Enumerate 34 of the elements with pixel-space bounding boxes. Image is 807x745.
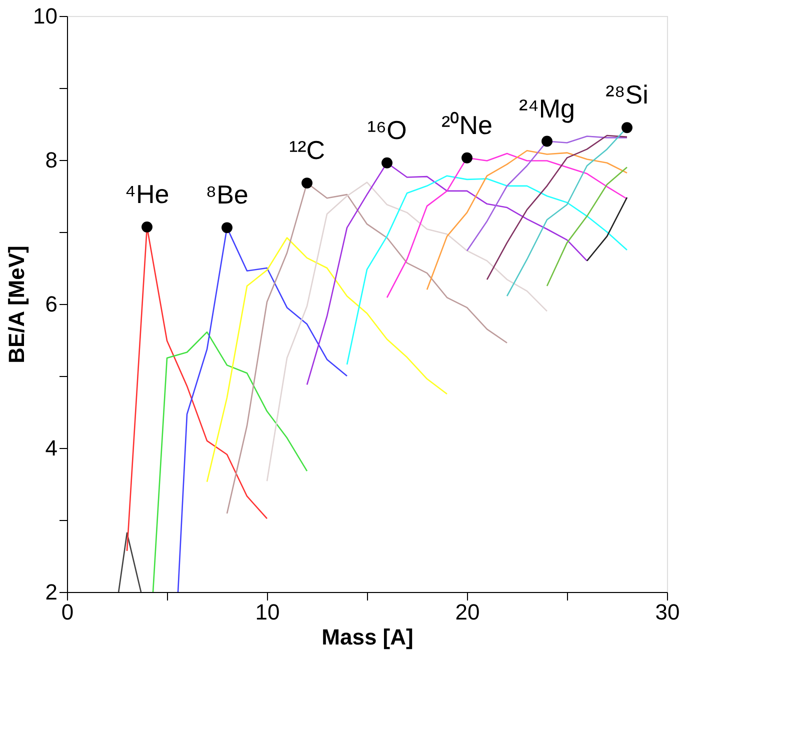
point <box>542 136 552 147</box>
annotation: ²⁴Mg <box>519 93 575 124</box>
point <box>382 157 392 168</box>
x-tick-label: 20 <box>455 600 480 624</box>
point <box>222 222 232 234</box>
annotation: ²⁰Ne <box>442 110 492 140</box>
annotation: ²⁸Si <box>606 80 648 110</box>
line-series <box>486 134 628 280</box>
point <box>622 122 632 134</box>
point <box>462 152 472 164</box>
annotation: ⁴He <box>124 178 170 209</box>
line-series <box>266 182 548 482</box>
y-tick-label: 6 <box>45 292 58 316</box>
point <box>142 221 152 232</box>
line-series <box>346 175 628 366</box>
y-tick-label: 2 <box>45 580 58 604</box>
annotation: ⁸Be <box>206 180 248 210</box>
x-tick-label: 0 <box>61 600 74 624</box>
y-tick-label: 4 <box>45 436 58 460</box>
y-tick-label: 10 <box>33 4 58 28</box>
x-tick-label: 30 <box>655 600 680 624</box>
x-tick-label: 10 <box>255 600 280 624</box>
annotation: ¹⁶O <box>367 114 407 145</box>
line-series <box>546 166 628 287</box>
point <box>302 178 312 189</box>
line-series <box>466 136 628 252</box>
line-series <box>206 237 448 482</box>
line-series <box>386 152 628 298</box>
y-tick-label: 8 <box>45 148 58 172</box>
line-series <box>152 331 308 592</box>
annotation: ¹²C <box>288 135 326 166</box>
line-series <box>426 150 628 290</box>
x-axis-title: Mass [A] <box>322 624 414 650</box>
y-axis-title: BE/A [MeV] <box>4 246 30 364</box>
